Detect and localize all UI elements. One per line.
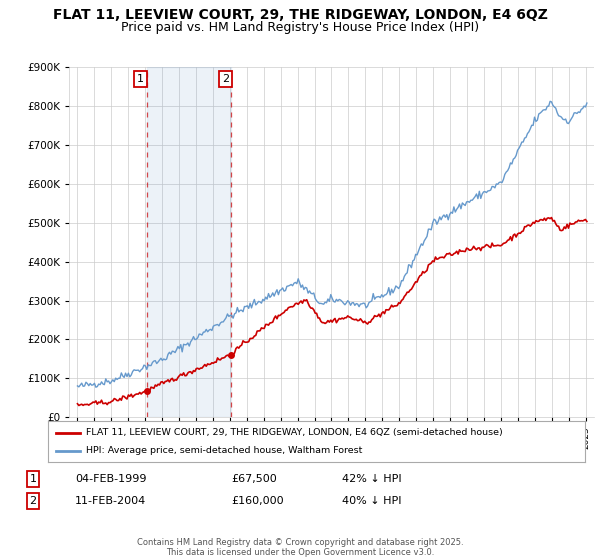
Text: HPI: Average price, semi-detached house, Waltham Forest: HPI: Average price, semi-detached house,… (86, 446, 362, 455)
Text: 04-FEB-1999: 04-FEB-1999 (75, 474, 146, 484)
Text: 1: 1 (29, 474, 37, 484)
Text: 40% ↓ HPI: 40% ↓ HPI (342, 496, 401, 506)
Text: FLAT 11, LEEVIEW COURT, 29, THE RIDGEWAY, LONDON, E4 6QZ (semi-detached house): FLAT 11, LEEVIEW COURT, 29, THE RIDGEWAY… (86, 428, 502, 437)
Text: £160,000: £160,000 (231, 496, 284, 506)
Text: FLAT 11, LEEVIEW COURT, 29, THE RIDGEWAY, LONDON, E4 6QZ: FLAT 11, LEEVIEW COURT, 29, THE RIDGEWAY… (53, 8, 547, 22)
Text: 2: 2 (222, 74, 229, 84)
Text: 1: 1 (137, 74, 144, 84)
Text: 42% ↓ HPI: 42% ↓ HPI (342, 474, 401, 484)
Text: £67,500: £67,500 (231, 474, 277, 484)
Text: Price paid vs. HM Land Registry's House Price Index (HPI): Price paid vs. HM Land Registry's House … (121, 21, 479, 34)
Text: Contains HM Land Registry data © Crown copyright and database right 2025.
This d: Contains HM Land Registry data © Crown c… (137, 538, 463, 557)
Text: 2: 2 (29, 496, 37, 506)
Text: 11-FEB-2004: 11-FEB-2004 (75, 496, 146, 506)
Bar (147, 67, 232, 417)
